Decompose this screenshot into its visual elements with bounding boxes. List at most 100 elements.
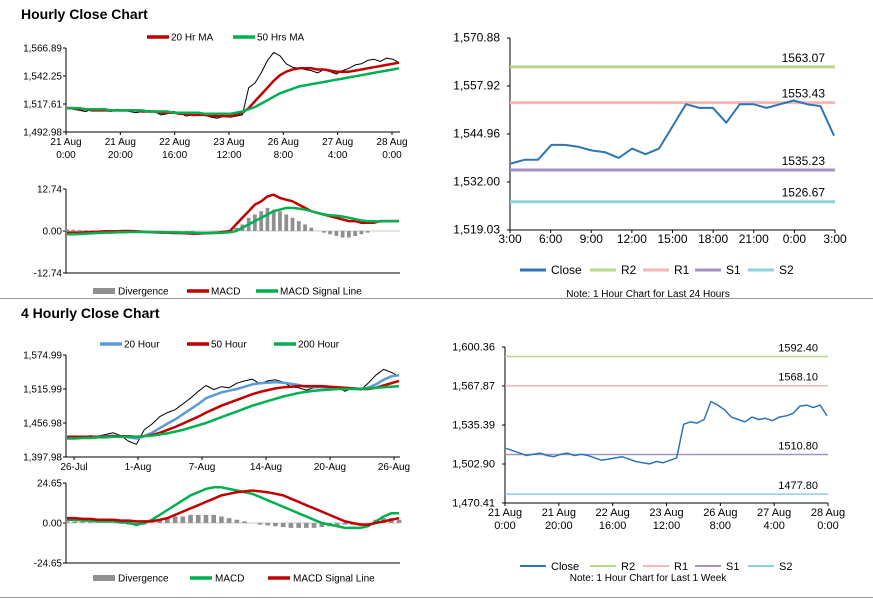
hourly-price-x-tick-label: 22 Aug [159, 137, 190, 148]
hourly-close-24h-x-tick-label: 9:00 [580, 232, 604, 246]
hourly-close-1w-note: Note: 1 Hour Chart for Last 1 Week [570, 573, 728, 584]
four-hourly-price-series-price [66, 368, 400, 445]
hourly-close-1w-x-tick-label: 4:00 [763, 520, 784, 532]
section-divider [0, 298, 873, 299]
hourly-price-x-tick-label: 28 Aug [376, 137, 407, 148]
four-hourly-price-y-tick-label: 1,515.99 [23, 385, 62, 396]
four-hourly-price-legend-label: 200 Hour [298, 340, 340, 351]
hourly-close-24h-y-tick-label: 1,519.03 [453, 223, 500, 237]
hourly-close-24h-y-tick-label: 1,544.96 [453, 127, 500, 141]
section-title-hourly: Hourly Close Chart [21, 6, 148, 22]
hourly-price-x-tick-label: 16:00 [162, 150, 187, 161]
hourly-close-1w-x-tick-label: 0:00 [494, 520, 515, 532]
four-hourly-macd-series-macd-signal-line [67, 489, 400, 526]
hourly-close-1w-y-tick-label: 1,470.41 [452, 498, 495, 510]
four-hourly-price-series-20-hour [67, 373, 400, 440]
hourly-close-24h-y-tick-label: 1,570.88 [453, 31, 500, 45]
hourly-price-x-tick-label: 12:00 [216, 150, 241, 161]
hourly-price-y-tick-label: 1,492.98 [23, 128, 62, 139]
hourly-close-24h-legend-label: R1 [674, 263, 690, 277]
hourly-macd-y-tick-label: -12.74 [34, 269, 63, 280]
hourly-close-24h-x-tick-label: 15:00 [657, 232, 687, 246]
hourly-macd-y-tick-label: 12.74 [37, 185, 62, 196]
four-hourly-macd-y-tick-label: -24.65 [34, 559, 63, 570]
hourly-close-24h-x-tick-label: 0:00 [783, 232, 807, 246]
four-hourly-macd-legend-label: Divergence [118, 574, 169, 585]
hourly-price-x-tick-label: 0:00 [56, 150, 76, 161]
hourly-price-legend-label: 20 Hr MA [171, 33, 214, 44]
hourly-close-1w-legend-label: S1 [726, 561, 739, 573]
section-title-4hourly: 4 Hourly Close Chart [21, 305, 160, 321]
hourly-close-24h-legend-label: Close [551, 263, 582, 277]
hourly-close-24h-level-label-s2: 1526.67 [782, 186, 826, 200]
hourly-close-1w-x-tick-label: 8:00 [710, 520, 731, 532]
hourly-price-x-tick-label: 20:00 [108, 150, 133, 161]
hourly-close-1w-x-tick-label: 22 Aug [596, 507, 630, 519]
hourly-close-1w-y-tick-label: 1,600.36 [452, 342, 495, 354]
hourly-close-1w-level-label-r2: 1592.40 [778, 343, 818, 355]
hourly-price-legend-label: 50 Hrs MA [257, 33, 305, 44]
hourly-macd-y-tick-label: 0.00 [43, 227, 63, 238]
hourly-close-1w-x-tick-label: 28 Aug [811, 507, 845, 519]
four-hourly-macd-legend-label: MACD Signal Line [293, 574, 375, 585]
four-hourly-macd-legend-label: MACD [215, 574, 244, 585]
four-hourly-price-x-tick-label: 20-Aug [314, 462, 346, 473]
hourly-close-1w-level-label-r1: 1568.10 [778, 372, 818, 384]
hourly-close-1w-level-label-s2: 1477.80 [778, 480, 818, 492]
hourly-price-x-tick-label: 23 Aug [213, 137, 244, 148]
hourly-price-x-tick-label: 0:00 [382, 150, 402, 161]
hourly-close-24h-legend-label: S2 [779, 263, 794, 277]
hourly-macd-legend-label: MACD Signal Line [280, 287, 362, 298]
hourly-close-1w-x-tick-label: 21 Aug [488, 507, 522, 519]
four-hourly-price-legend-label: 50 Hour [211, 340, 247, 351]
hourly-price-y-tick-label: 1,566.89 [23, 44, 62, 55]
hourly-close-1w-legend-label: S2 [779, 561, 792, 573]
hourly-close-24h-x-tick-label: 21:00 [739, 232, 769, 246]
hourly-close-24h-legend-label: S1 [726, 263, 741, 277]
four-hourly-price-x-tick-label: 26-Jul [60, 462, 87, 473]
hourly-price-x-tick-label: 21 Aug [50, 137, 81, 148]
hourly-close-1w-level-label-s1: 1510.80 [778, 441, 818, 453]
hourly-price-y-tick-label: 1,542.25 [23, 72, 62, 83]
four-hourly-price-x-tick-label: 7-Aug [189, 462, 216, 473]
hourly-close-1w-y-tick-label: 1,535.39 [452, 420, 495, 432]
four-hourly-macd-series-macd [67, 486, 399, 530]
hourly-close-24h-x-tick-label: 6:00 [539, 232, 563, 246]
hourly-close-24h-y-tick-label: 1,557.92 [453, 79, 500, 93]
four-hourly-price-y-tick-label: 1,574.99 [23, 351, 62, 362]
hourly-close-1w-x-tick-label: 20:00 [545, 520, 573, 532]
hourly-close-24h-level-label-r2: 1563.07 [782, 51, 826, 65]
hourly-price-x-tick-label: 26 Aug [268, 137, 299, 148]
four-hourly-macd-y-tick-label: 0.00 [43, 519, 63, 530]
hourly-close-24h-y-tick-label: 1,532.00 [453, 175, 500, 189]
hourly-price-series-20-hr-ma [67, 61, 400, 118]
hourly-price-x-tick-label: 4:00 [328, 150, 348, 161]
hourly-close-1w-x-tick-label: 27 Aug [757, 507, 791, 519]
hourly-close-1w-x-tick-label: 16:00 [599, 520, 627, 532]
hourly-close-24h-series-close [510, 99, 835, 165]
hourly-close-1w-x-tick-label: 0:00 [817, 520, 838, 532]
hourly-close-1w-x-tick-label: 12:00 [653, 520, 681, 532]
hourly-close-24h-x-tick-label: 3:00 [498, 232, 522, 246]
hourly-close-1w-x-tick-label: 26 Aug [703, 507, 737, 519]
four-hourly-macd-legend-swatch [93, 575, 115, 581]
four-hourly-macd-y-tick-label: 24.65 [37, 479, 62, 490]
hourly-close-1w-x-tick-label: 21 Aug [542, 507, 576, 519]
four-hourly-price-series-200-hour [67, 384, 400, 440]
hourly-close-24h-level-label-r1: 1553.43 [782, 87, 826, 101]
hourly-close-24h-level-label-s1: 1535.23 [782, 154, 826, 168]
hourly-close-1w-y-tick-label: 1,567.87 [452, 381, 495, 393]
hourly-close-1w-x-tick-label: 23 Aug [649, 507, 683, 519]
hourly-close-24h-x-tick-label: 3:00 [823, 232, 847, 246]
four-hourly-price-x-tick-label: 1-Aug [125, 462, 152, 473]
hourly-close-24h-x-tick-label: 18:00 [698, 232, 728, 246]
hourly-close-1w-legend-label: R1 [674, 561, 688, 573]
four-hourly-price-y-tick-label: 1,456.98 [23, 419, 62, 430]
four-hourly-price-x-tick-label: 26-Aug [378, 462, 410, 473]
hourly-close-24h-legend-label: R2 [621, 263, 637, 277]
hourly-close-1w-legend-label: R2 [621, 561, 635, 573]
hourly-macd-series-macd [67, 193, 399, 235]
four-hourly-price-y-tick-label: 1,397.98 [23, 453, 62, 464]
hourly-close-1w-legend-label: Close [551, 561, 579, 573]
